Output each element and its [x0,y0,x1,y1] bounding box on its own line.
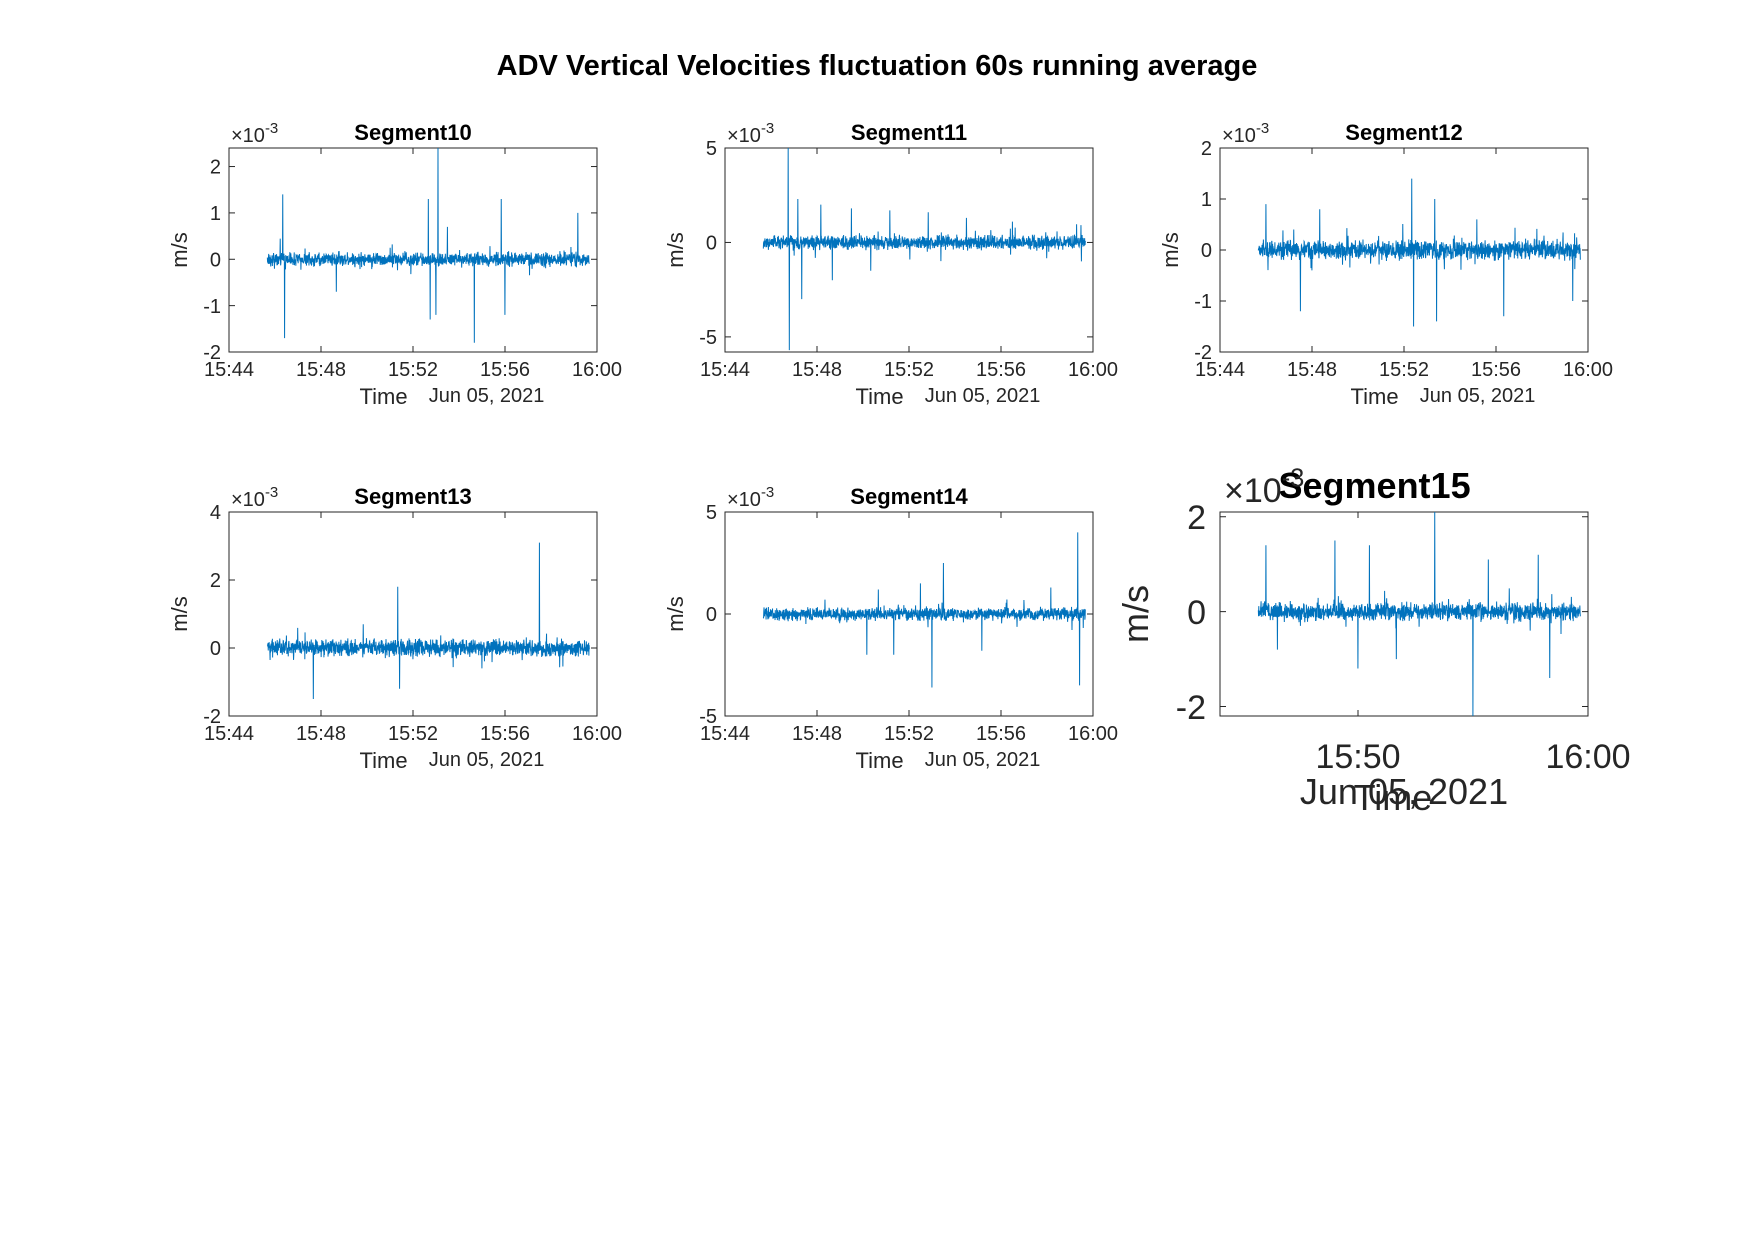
xtick-label: 16:00 [1545,738,1630,776]
series-line [1257,512,1581,716]
xtick-label: 16:00 [572,359,622,381]
xtick-label: 15:48 [792,359,842,381]
x-axis-date-label: Jun 05, 2021 [925,749,1041,771]
axes-box [724,147,1094,353]
exponent-label: ×10-3 [1222,120,1269,147]
exponent-power: -3 [265,484,278,501]
ytick-label: 2 [1201,138,1212,160]
xtick-label: 15:52 [884,359,934,381]
ytick-label: 2 [210,157,221,179]
xtick-label: 15:50 [1315,738,1400,776]
subplots-container: -2 -1 0 1 2 15:44 15:48 15:52 15:56 16:00 Segment1… [167,120,1631,818]
xtick-label: 15:48 [792,723,842,745]
ytick-label: -1 [1194,291,1212,313]
ytick-label: 1 [210,203,221,225]
xtick-label: 16:00 [572,723,622,745]
ytick-label: 0 [1187,594,1206,632]
subplot-3: -2 -1 0 1 2 15:44 15:48 15:52 15:56 16:00 Segment1… [1158,120,1613,409]
axes-box [228,147,598,353]
ytick-label: 4 [210,502,221,524]
ytick-label: 0 [210,638,221,660]
exponent-power: -3 [1256,120,1269,137]
x-axis-label: Time [1354,777,1433,818]
xtick-label: 16:00 [1068,723,1118,745]
xtick-label: 15:56 [480,723,530,745]
xtick-label: 15:48 [296,359,346,381]
ytick-label: -2 [1176,689,1206,727]
subplot-title: Segment15 [1279,465,1471,506]
xtick-label: 15:56 [976,359,1026,381]
x-axis-label: Time [1351,384,1399,409]
y-axis-label: m/s [167,232,192,267]
ytick-label: -5 [699,327,717,349]
xtick-label: 15:56 [976,723,1026,745]
y-axis-label: m/s [1158,232,1183,267]
ytick-label: 5 [706,502,717,524]
xtick-label: 15:44 [204,359,254,381]
x-axis-date-label: Jun 05, 2021 [429,749,545,771]
xtick-label: 15:52 [884,723,934,745]
ytick-label: 0 [210,249,221,271]
exponent-power: -3 [761,484,774,501]
x-axis-label: Time [360,748,408,773]
xtick-label: 15:52 [388,359,438,381]
x-axis-date-label: Jun 05, 2021 [1420,385,1536,407]
subplot-title: Segment12 [1345,120,1462,145]
xtick-label: 15:56 [480,359,530,381]
series-line [762,148,1086,351]
figure-suptitle: ADV Vertical Velocities fluctuation 60s … [497,50,1258,82]
y-axis-label: m/s [663,232,688,267]
y-axis-label: m/s [663,596,688,631]
subplot-title: Segment13 [354,484,471,509]
ytick-label: -2 [203,706,221,728]
x-axis-label: Time [360,384,408,409]
xtick-label: 15:44 [204,723,254,745]
ytick-label: 5 [706,138,717,160]
x-axis-date-label: Jun 05, 2021 [1300,771,1508,812]
axes-box [228,511,598,717]
ytick-label: 0 [706,604,717,626]
ytick-label: -2 [1194,342,1212,364]
exponent-power: -3 [265,120,278,137]
xtick-label: 16:00 [1068,359,1118,381]
ytick-label: 2 [210,570,221,592]
exponent-power: -3 [761,120,774,137]
xtick-label: 15:44 [1195,359,1245,381]
y-axis-label: m/s [167,596,192,631]
ytick-label: 0 [706,233,717,255]
series-line [762,532,1086,688]
xtick-label: 15:56 [1471,359,1521,381]
series-line [266,542,590,700]
xtick-label: 15:52 [1379,359,1429,381]
x-axis-label: Time [856,384,904,409]
xtick-label: 15:52 [388,723,438,745]
subplot-title: Segment11 [851,120,967,145]
x-axis-date-label: Jun 05, 2021 [925,385,1041,407]
ytick-label: -2 [203,342,221,364]
subplot-1: -2 -1 0 1 2 15:44 15:48 15:52 15:56 16:00 Segment1… [167,120,622,409]
xtick-label: 15:44 [700,359,750,381]
xtick-label: 15:48 [296,723,346,745]
xtick-label: 15:44 [700,723,750,745]
x-axis-label: Time [856,748,904,773]
y-axis-label: m/s [1115,585,1156,643]
ytick-label: 0 [1201,240,1212,262]
ytick-label: 1 [1201,189,1212,211]
series-line [266,148,590,343]
ytick-label: 2 [1187,499,1206,537]
xtick-label: 15:48 [1287,359,1337,381]
ytick-label: -5 [699,706,717,728]
x-axis-date-label: Jun 05, 2021 [429,385,545,407]
exponent-power: -3 [1282,465,1305,493]
series-line [1257,178,1581,327]
subplot-title: Segment10 [354,120,471,145]
xtick-label: 16:00 [1563,359,1613,381]
subplot-title: Segment14 [850,484,968,509]
ytick-label: -1 [203,296,221,318]
